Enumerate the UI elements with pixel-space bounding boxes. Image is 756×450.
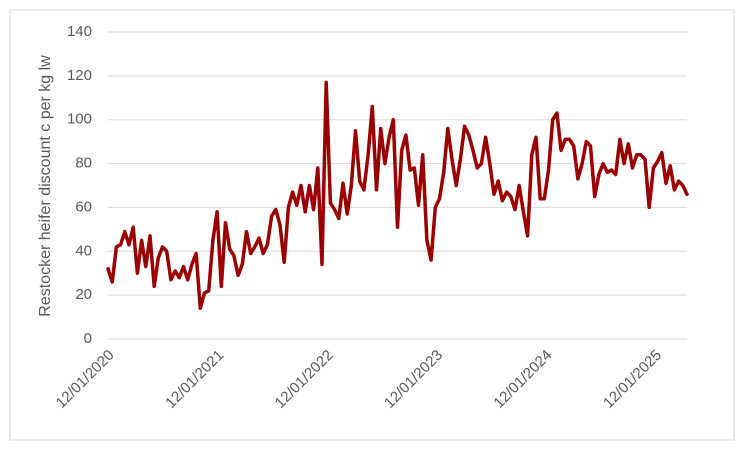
y-tick-label: 60	[75, 198, 92, 215]
data-line	[106, 80, 689, 311]
chart-border	[9, 9, 735, 441]
y-tick-label: 40	[75, 242, 92, 259]
y-tick-label: 120	[67, 67, 92, 84]
y-tick-label: 80	[75, 155, 92, 172]
y-tick-label: 20	[75, 286, 92, 303]
y-axis-label: Restocker heifer discount c per kg lw	[37, 55, 54, 317]
y-tick-label: 0	[84, 330, 92, 347]
y-tick-label: 100	[67, 111, 92, 128]
y-tick-label: 140	[67, 23, 92, 40]
